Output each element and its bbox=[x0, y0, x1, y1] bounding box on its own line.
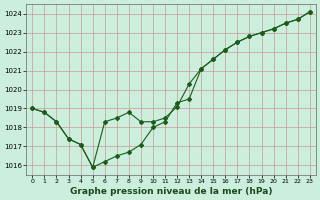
X-axis label: Graphe pression niveau de la mer (hPa): Graphe pression niveau de la mer (hPa) bbox=[70, 187, 272, 196]
